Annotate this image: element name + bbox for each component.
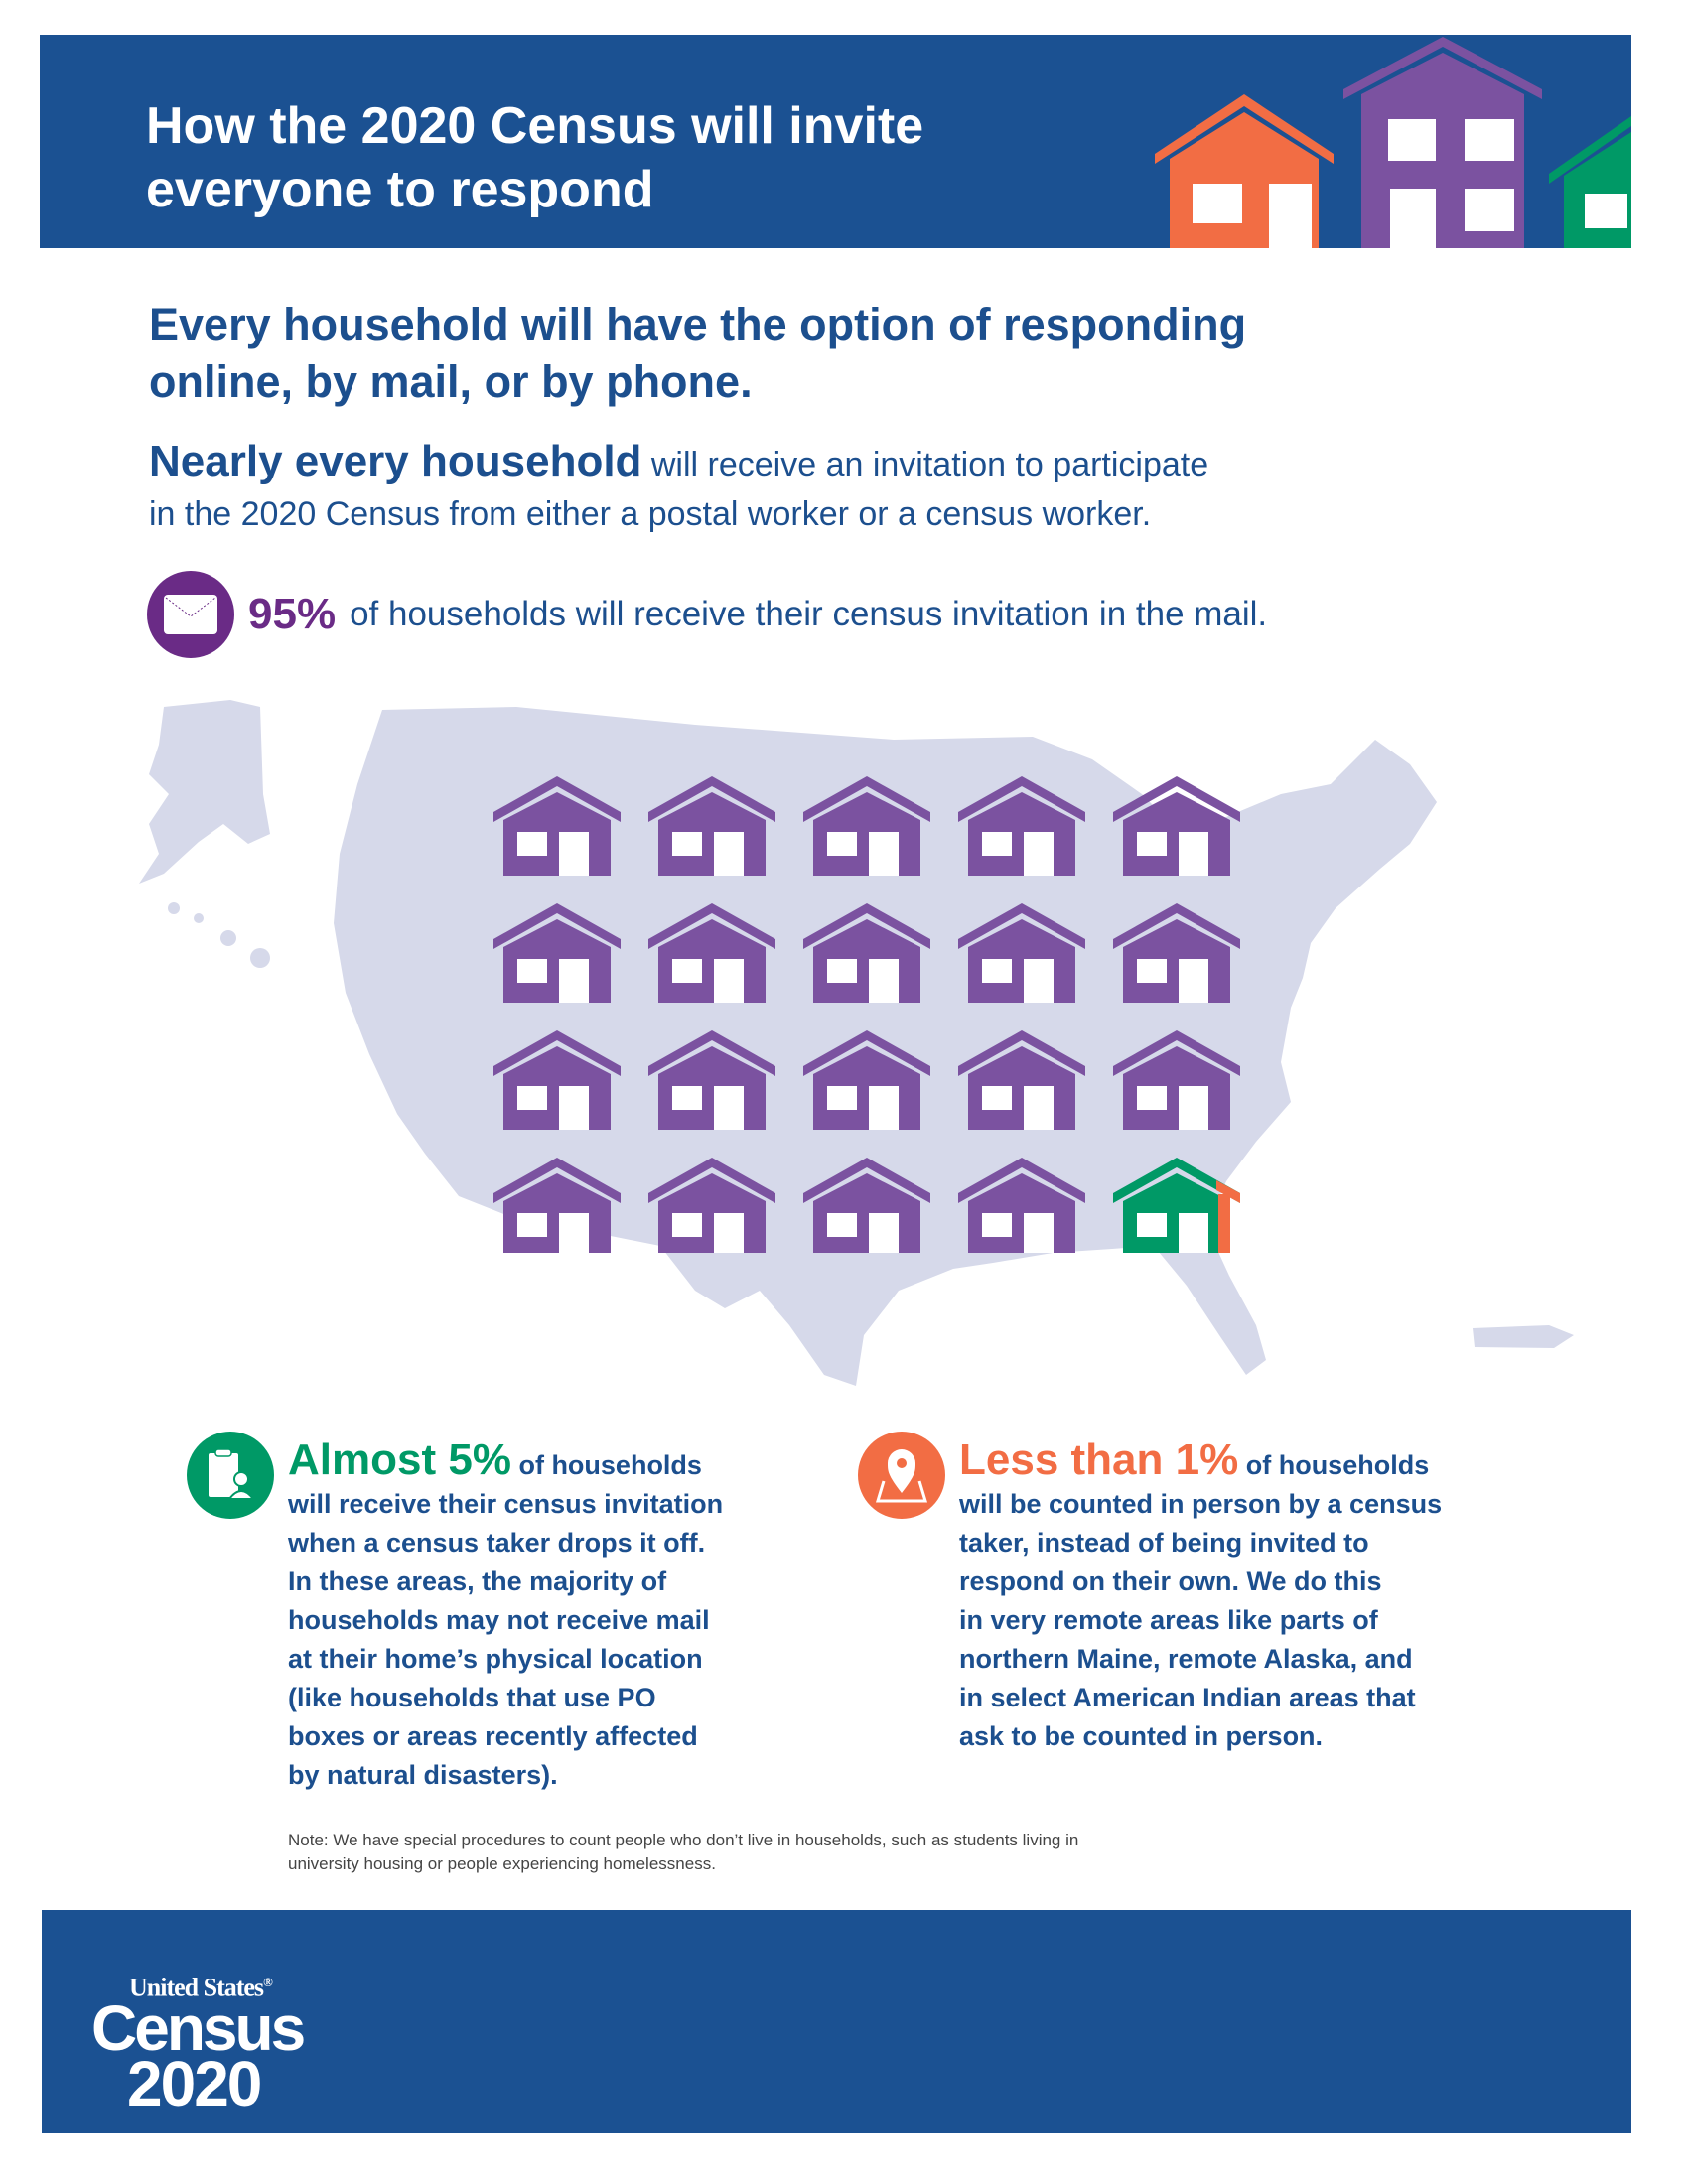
- map-alaska: [139, 700, 270, 884]
- house-icon-mail: [803, 776, 930, 876]
- house-icon-mail: [648, 776, 775, 876]
- dropoff-text-line: when a census taker drops it off.: [288, 1528, 706, 1558]
- in-person-headline-suffix: of households: [1238, 1450, 1430, 1480]
- lead-line-1: Every household will have the option of …: [149, 299, 1247, 349]
- house-icon-mail: [803, 1158, 930, 1253]
- note-line-1: Note: We have special procedures to coun…: [288, 1831, 1079, 1849]
- intro-line-2: in the 2020 Census from either a postal …: [149, 495, 1152, 533]
- mail-stat: 95% of households will receive their cen…: [147, 571, 1267, 658]
- dropoff-text-line: by natural disasters).: [288, 1760, 558, 1790]
- intro-line-1: will receive an invitation to participat…: [641, 446, 1209, 483]
- in-person-headline: Less than 1%: [959, 1435, 1239, 1484]
- house-icon-mail: [958, 776, 1085, 876]
- house-icon-mail: [648, 903, 775, 1003]
- in-person-text-line: taker, instead of being invited to: [959, 1528, 1369, 1558]
- house-icon-mail: [493, 903, 621, 1003]
- in-person-text-line: in select American Indian areas that: [959, 1683, 1416, 1712]
- header-banner: How the 2020 Census will invite everyone…: [40, 35, 1631, 248]
- house-icon-mail: [493, 1158, 621, 1253]
- map-hawaii: [168, 902, 270, 968]
- mail-percent: 95%: [248, 590, 337, 638]
- dropoff-headline-suffix: of households: [510, 1450, 702, 1480]
- house-icon-mail: [803, 903, 930, 1003]
- in-person-text-line: in very remote areas like parts of: [959, 1605, 1378, 1635]
- in-person-text-line: northern Maine, remote Alaska, and: [959, 1644, 1413, 1674]
- household-grid: [493, 776, 1240, 1253]
- dropoff-text-line: will receive their census invitation: [288, 1489, 724, 1519]
- house-icon-mail: [958, 1158, 1085, 1253]
- page-title: How the 2020 Census will invite everyone…: [146, 94, 923, 221]
- header-houses-illustration: [1155, 37, 1631, 248]
- clipboard-person-icon: [187, 1432, 274, 1519]
- house-icon-mail: [958, 903, 1085, 1003]
- dropoff-headline: Almost 5%: [288, 1435, 511, 1484]
- house-icon-mail: [648, 1158, 775, 1253]
- house-icon-mail: [493, 1030, 621, 1130]
- house-icon-mail: [958, 1030, 1085, 1130]
- dropoff-text-line: In these areas, the majority of: [288, 1567, 667, 1596]
- map-pin-icon: [858, 1432, 945, 1519]
- in-person-section: Less than 1% of households will be count…: [858, 1432, 1573, 1756]
- logo-line-1: United States: [129, 1973, 264, 2002]
- house-icon-dropoff: [1113, 1158, 1240, 1253]
- house-icon-mail: [1113, 903, 1240, 1003]
- house-icon-mail: [493, 776, 621, 876]
- dropoff-section: Almost 5% of households will receive the…: [187, 1432, 842, 1795]
- footer-banner: United States® Census 2020: [42, 1910, 1631, 2133]
- lead-heading: Every household will have the option of …: [149, 296, 1589, 411]
- house-icon-mail: [1113, 776, 1240, 876]
- dropoff-text-line: boxes or areas recently affected: [288, 1721, 698, 1751]
- title-line-2: everyone to respond: [146, 161, 654, 218]
- dropoff-text-line: households may not receive mail: [288, 1605, 710, 1635]
- in-person-text-line: respond on their own. We do this: [959, 1567, 1382, 1596]
- dropoff-text-line: at their home’s physical location: [288, 1644, 703, 1674]
- dropoff-text-line: (like households that use PO: [288, 1683, 656, 1712]
- logo-line-3: 2020: [127, 2047, 262, 2119]
- footnote: Note: We have special procedures to coun…: [288, 1829, 1579, 1876]
- title-line-1: How the 2020 Census will invite: [146, 97, 924, 155]
- in-person-text-line: ask to be counted in person.: [959, 1721, 1324, 1751]
- logo-line-2: Census: [91, 1991, 306, 2064]
- census-2020-logo: United States® Census 2020: [91, 1970, 306, 2119]
- house-icon-mail: [803, 1030, 930, 1130]
- lead-line-2: online, by mail, or by phone.: [149, 356, 753, 407]
- house-icon-mail: [1113, 1030, 1240, 1130]
- mail-stat-text: of households will receive their census …: [350, 595, 1268, 633]
- intro-paragraph: Nearly every household will receive an i…: [149, 437, 1589, 539]
- logo-registered: ®: [263, 1975, 273, 1989]
- note-line-2: university housing or people experiencin…: [288, 1854, 716, 1873]
- envelope-icon: [147, 571, 234, 658]
- intro-bold: Nearly every household: [149, 437, 642, 485]
- in-person-text-line: will be counted in person by a census: [959, 1489, 1443, 1519]
- map-puerto-rico: [1473, 1325, 1574, 1348]
- house-icon-mail: [648, 1030, 775, 1130]
